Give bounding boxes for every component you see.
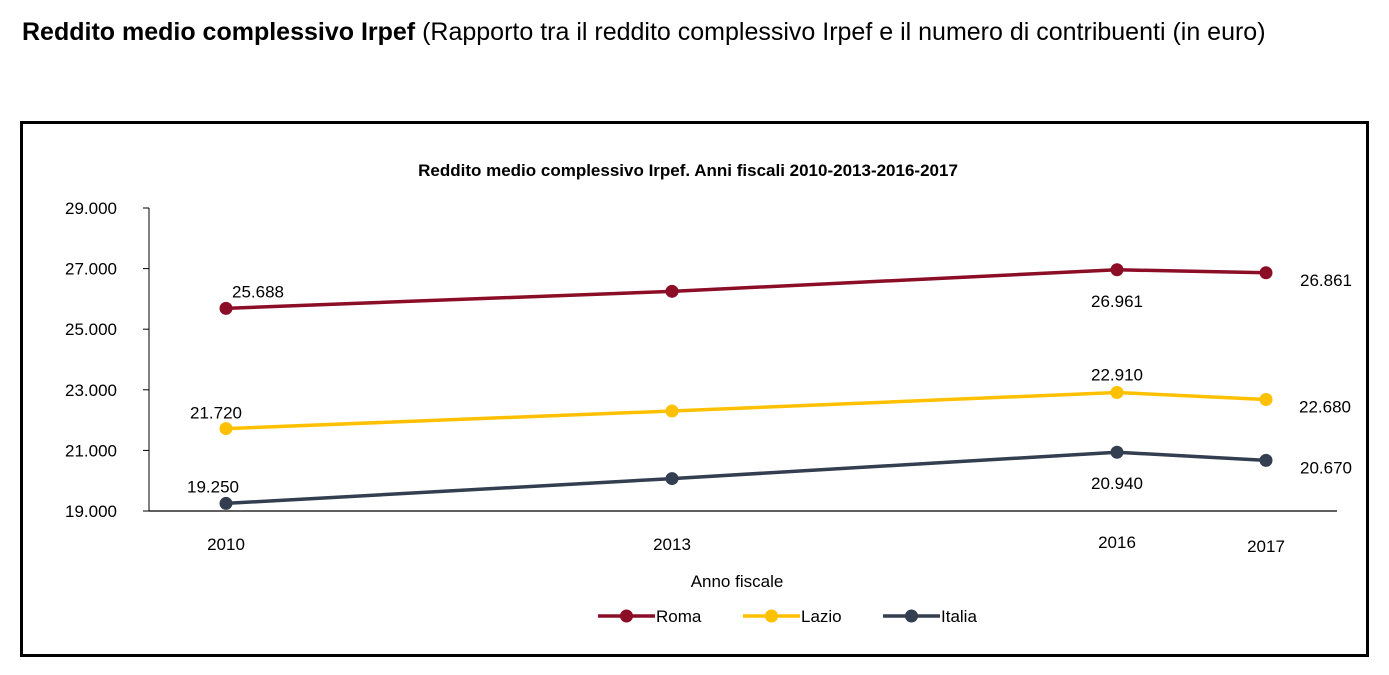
page-heading: Reddito medio complessivo Irpef (Rapport… xyxy=(22,10,1352,54)
data-point-italia xyxy=(1110,445,1124,459)
legend-label-italia: Italia xyxy=(941,607,977,626)
data-label: 22.910 xyxy=(1091,366,1143,385)
data-label: 20.670 xyxy=(1300,458,1352,477)
data-label: 26.861 xyxy=(1300,271,1352,290)
data-label: 22.680 xyxy=(1299,397,1351,416)
x-tick-label: 2016 xyxy=(1098,533,1136,552)
y-tick-label: 29.000 xyxy=(65,199,117,218)
data-label: 19.250 xyxy=(187,477,239,496)
x-tick-label: 2013 xyxy=(653,535,691,554)
data-label: 25.688 xyxy=(232,282,284,301)
legend-label-lazio: Lazio xyxy=(801,607,842,626)
data-label: 20.940 xyxy=(1091,474,1143,493)
heading-bold: Reddito medio complessivo Irpef xyxy=(22,18,416,46)
legend-label-roma: Roma xyxy=(656,607,702,626)
chart-title: Reddito medio complessivo Irpef. Anni fi… xyxy=(418,161,958,180)
legend-marker-roma xyxy=(620,609,633,623)
data-point-lazio xyxy=(1110,386,1124,400)
heading-description: (Rapporto tra il reddito complessivo Irp… xyxy=(415,18,1266,46)
data-point-lazio xyxy=(665,404,679,418)
y-tick-label: 21.000 xyxy=(65,441,117,460)
data-point-roma xyxy=(219,301,233,315)
data-point-lazio xyxy=(1259,392,1273,406)
data-point-roma xyxy=(1259,266,1273,280)
x-axis-label: Anno fiscale xyxy=(691,572,784,591)
data-label: 26.961 xyxy=(1091,292,1143,311)
data-label: 21.720 xyxy=(190,404,242,423)
data-point-italia xyxy=(219,496,233,510)
chart-frame: Reddito medio complessivo Irpef. Anni fi… xyxy=(20,121,1369,657)
series-line-lazio xyxy=(225,390,1267,431)
legend-marker-italia xyxy=(905,609,918,623)
y-tick-label: 19.000 xyxy=(65,502,117,521)
data-point-italia xyxy=(665,472,679,486)
series-line-roma xyxy=(225,268,1267,311)
data-point-roma xyxy=(1110,263,1124,277)
series-line-italia xyxy=(225,450,1267,506)
y-tick-label: 27.000 xyxy=(65,260,117,279)
x-tick-label: 2010 xyxy=(207,535,245,554)
y-tick-label: 23.000 xyxy=(65,381,117,400)
legend-marker-lazio xyxy=(765,609,778,623)
data-point-italia xyxy=(1259,453,1273,467)
line-chart: Reddito medio complessivo Irpef. Anni fi… xyxy=(65,161,1352,626)
data-point-roma xyxy=(665,284,679,298)
x-tick-label: 2017 xyxy=(1247,537,1285,556)
y-tick-label: 25.000 xyxy=(65,320,117,339)
data-point-lazio xyxy=(219,422,233,436)
